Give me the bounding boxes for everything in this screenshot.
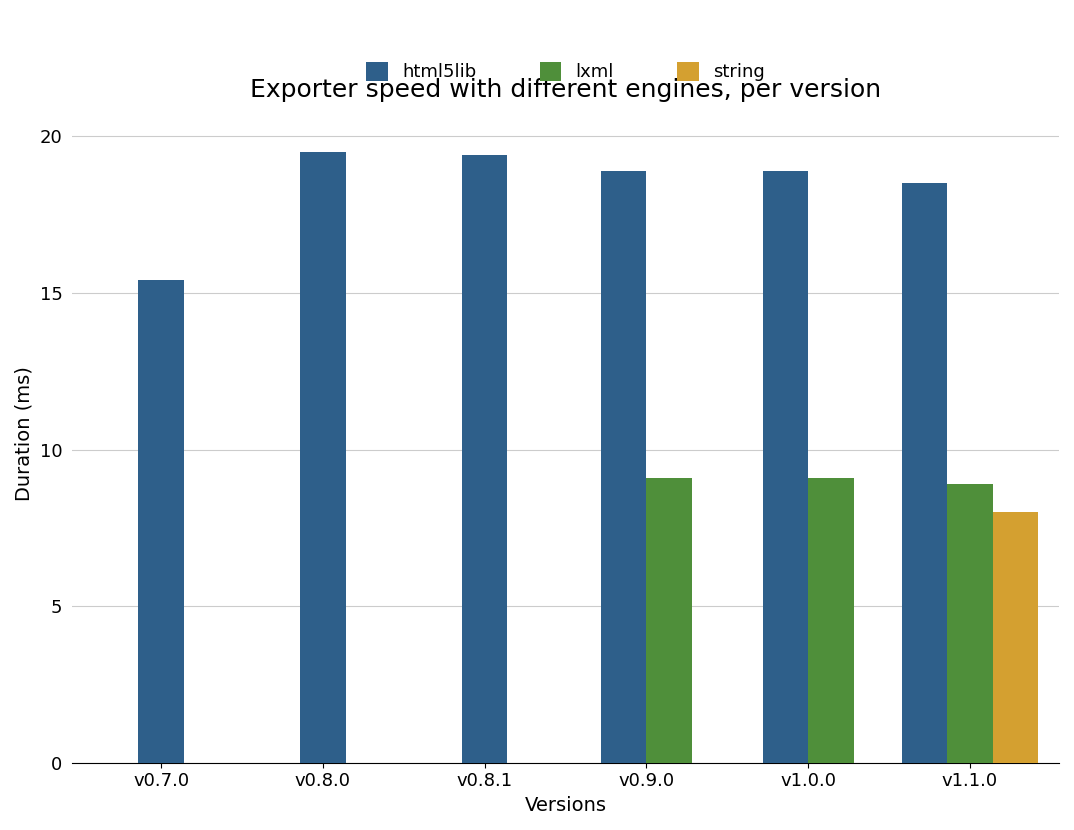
Bar [947,484,992,763]
Legend: html5lib, lxml, string: html5lib, lxml, string [359,55,772,89]
Bar [763,171,809,763]
Bar [647,478,692,763]
Bar [301,152,346,763]
Bar [462,155,507,763]
Bar [601,171,647,763]
Y-axis label: Duration (ms): Duration (ms) [15,366,34,501]
Bar [809,478,854,763]
Bar [139,281,184,763]
Title: Exporter speed with different engines, per version: Exporter speed with different engines, p… [250,78,881,101]
Bar [902,183,947,763]
X-axis label: Versions: Versions [524,796,607,815]
Bar [992,512,1037,763]
